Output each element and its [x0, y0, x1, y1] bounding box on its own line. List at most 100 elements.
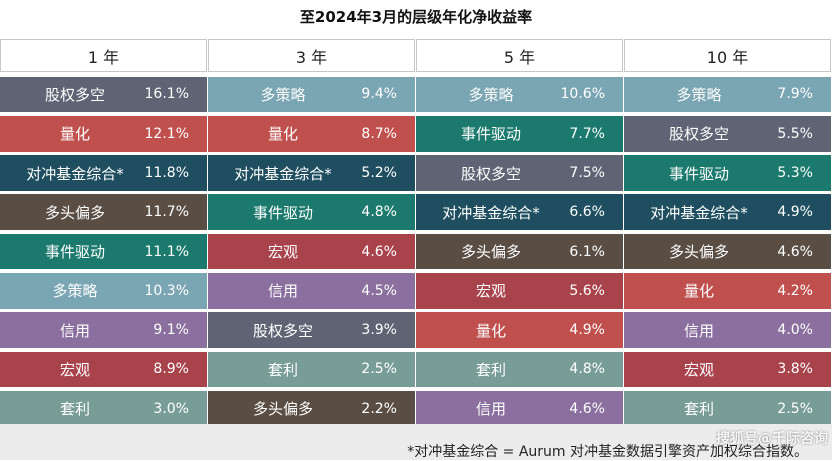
column-header: 3 年 — [208, 39, 415, 72]
table-cell: 宏观 3.8% — [624, 351, 831, 388]
return-value: 7.5% — [569, 165, 605, 181]
return-value: 2.2% — [361, 400, 397, 417]
table-cell: 量化 4.9% — [416, 312, 623, 348]
return-value: 3.8% — [777, 361, 813, 378]
footer-band — [0, 424, 832, 460]
strategy-label: 股权多空 — [460, 164, 521, 183]
strategy-label: 信用 — [475, 400, 506, 419]
table-cell: 信用 4.6% — [416, 390, 623, 427]
table-cell: 套利 2.5% — [208, 351, 415, 388]
column-3y: 3 年多策略 9.4% 量化 8.7% 对冲基金综合* 5.2% 事件驱动 4.8% 宏观 4.6… — [208, 39, 416, 427]
strategy-label: 信用 — [59, 321, 90, 340]
table-cell: 多策略 10.6% — [416, 76, 623, 113]
return-value: 6.1% — [569, 243, 605, 260]
return-value: 3.0% — [153, 400, 189, 417]
strategy-label: 多策略 — [676, 85, 722, 104]
return-value: 10.6% — [560, 86, 605, 103]
return-value: 11.8% — [144, 165, 189, 181]
return-value: 7.7% — [569, 125, 605, 142]
return-value: 4.9% — [777, 204, 813, 221]
strategy-label: 对冲基金综合* — [26, 164, 124, 183]
table-cell: 事件驱动 5.3% — [624, 155, 831, 191]
return-value: 4.5% — [361, 282, 397, 299]
strategy-label: 多头偏多 — [252, 400, 313, 419]
return-value: 9.1% — [153, 322, 189, 339]
return-value: 4.6% — [777, 243, 813, 260]
return-value: 4.0% — [777, 322, 813, 339]
strategy-label: 套利 — [683, 400, 714, 419]
return-value: 3.9% — [361, 322, 397, 339]
table-cell: 套利 4.8% — [416, 351, 623, 388]
strategy-label: 多策略 — [468, 85, 514, 104]
table-cell: 量化 4.2% — [624, 273, 831, 309]
table-cell: 信用 4.0% — [624, 312, 831, 348]
strategy-label: 套利 — [267, 360, 298, 379]
return-value: 5.2% — [361, 165, 397, 181]
return-value: 5.6% — [569, 282, 605, 299]
footnote: *对冲基金综合 = Aurum 对冲基金数据引擎资产加权综合指数。 — [407, 444, 808, 460]
strategy-label: 宏观 — [475, 282, 506, 301]
table-cell: 股权多空 5.5% — [624, 115, 831, 152]
return-value: 5.5% — [777, 125, 813, 142]
watermark: 搜狐号@千际咨询 — [716, 431, 828, 447]
table-cell: 信用 9.1% — [0, 312, 207, 348]
return-value: 8.9% — [153, 361, 189, 378]
ranking-table: 1 年股权多空 16.1% 量化 12.1% 对冲基金综合* 11.8% 多头偏多 11.7%… — [0, 39, 832, 427]
table-cell: 股权多空 3.9% — [208, 312, 415, 348]
strategy-label: 信用 — [267, 282, 298, 301]
strategy-label: 多头偏多 — [44, 203, 105, 222]
table-cell: 事件驱动 11.1% — [0, 233, 207, 270]
strategy-label: 对冲基金综合* — [650, 203, 748, 222]
table-cell: 事件驱动 7.7% — [416, 115, 623, 152]
table-cell: 多策略 9.4% — [208, 76, 415, 113]
return-value: 2.5% — [361, 361, 397, 378]
return-value: 10.3% — [144, 282, 189, 299]
table-cell: 多头偏多 6.1% — [416, 233, 623, 270]
table-cell: 股权多空 16.1% — [0, 76, 207, 113]
return-value: 4.8% — [361, 204, 397, 221]
column-10y: 10 年多策略 7.9% 股权多空 5.5% 事件驱动 5.3% 对冲基金综合* 4.9% 多头… — [624, 39, 832, 427]
strategy-label: 事件驱动 — [460, 125, 521, 144]
strategy-label: 事件驱动 — [44, 243, 105, 262]
return-value: 4.8% — [569, 361, 605, 378]
strategy-label: 量化 — [475, 321, 506, 340]
table-cell: 多头偏多 2.2% — [208, 390, 415, 427]
return-value: 4.9% — [569, 322, 605, 339]
return-value: 11.1% — [144, 243, 189, 260]
table-cell: 量化 12.1% — [0, 115, 207, 152]
strategy-label: 宏观 — [59, 360, 90, 379]
table-cell: 对冲基金综合* 5.2% — [208, 155, 415, 191]
strategy-label: 量化 — [267, 125, 298, 144]
table-cell: 宏观 4.6% — [208, 233, 415, 270]
column-1y: 1 年股权多空 16.1% 量化 12.1% 对冲基金综合* 11.8% 多头偏多 11.7%… — [0, 39, 208, 427]
strategy-label: 量化 — [59, 125, 90, 144]
strategy-label: 多头偏多 — [668, 243, 729, 262]
table-cell: 对冲基金综合* 4.9% — [624, 194, 831, 231]
strategy-label: 事件驱动 — [252, 203, 313, 222]
strategy-label: 多策略 — [52, 282, 98, 301]
return-value: 9.4% — [361, 86, 397, 103]
return-value: 6.6% — [569, 204, 605, 221]
strategy-label: 对冲基金综合* — [234, 164, 332, 183]
table-cell: 对冲基金综合* 6.6% — [416, 194, 623, 231]
return-value: 16.1% — [144, 86, 189, 103]
table-cell: 股权多空 7.5% — [416, 155, 623, 191]
return-value: 11.7% — [144, 204, 189, 221]
strategy-label: 量化 — [683, 282, 714, 301]
return-value: 8.7% — [361, 125, 397, 142]
return-value: 5.3% — [777, 165, 813, 181]
table-cell: 对冲基金综合* 11.8% — [0, 155, 207, 191]
column-header: 10 年 — [624, 39, 831, 72]
table-cell: 宏观 5.6% — [416, 273, 623, 309]
table-cell: 多策略 7.9% — [624, 76, 831, 113]
strategy-label: 套利 — [475, 360, 506, 379]
table-cell: 多头偏多 11.7% — [0, 194, 207, 231]
table-cell: 套利 2.5% — [624, 390, 831, 427]
strategy-label: 股权多空 — [252, 321, 313, 340]
strategy-label: 宏观 — [267, 243, 298, 262]
column-header: 1 年 — [0, 39, 207, 72]
return-value: 4.6% — [569, 400, 605, 417]
strategy-label: 对冲基金综合* — [442, 203, 540, 222]
strategy-label: 事件驱动 — [668, 164, 729, 183]
strategy-label: 宏观 — [683, 360, 714, 379]
